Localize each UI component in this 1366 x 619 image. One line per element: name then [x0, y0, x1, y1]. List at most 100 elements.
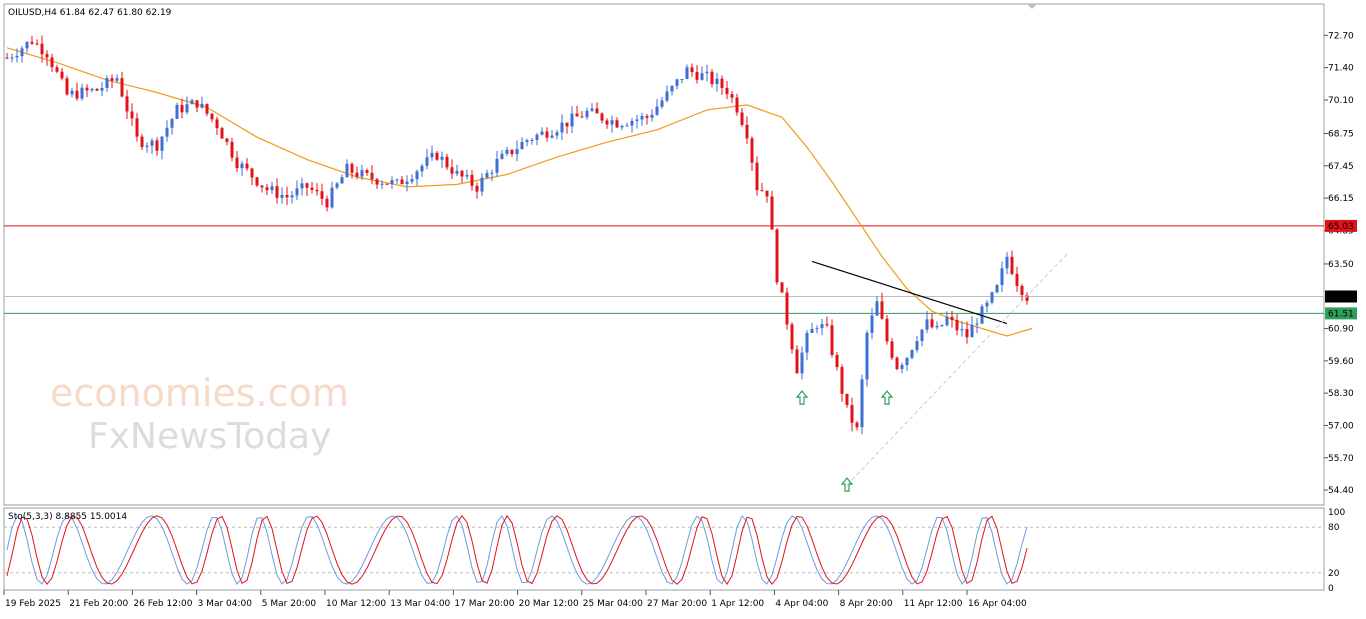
candle — [895, 356, 899, 371]
candle-body — [835, 354, 839, 368]
candle-body — [350, 163, 354, 173]
candle-body — [280, 194, 284, 198]
candle-body — [720, 78, 724, 88]
candle-body — [365, 170, 369, 173]
time-tick-label: 5 Mar 20:00 — [262, 599, 317, 609]
candle-body — [60, 71, 64, 79]
candle — [275, 178, 279, 204]
candle — [665, 85, 669, 103]
candle — [175, 102, 179, 120]
candle-body — [260, 185, 264, 188]
candle-body — [35, 43, 39, 45]
candle — [105, 75, 109, 92]
candle-body — [520, 142, 524, 150]
candle-body — [975, 323, 979, 325]
candle-body — [910, 349, 914, 358]
candle — [135, 112, 139, 142]
candle-body — [655, 106, 659, 115]
candle — [130, 103, 134, 126]
candle — [140, 133, 144, 150]
candle-body — [725, 87, 729, 95]
candle — [1020, 284, 1024, 301]
candle — [390, 176, 394, 189]
time-tick-label: 11 Apr 12:00 — [904, 599, 963, 609]
candle — [440, 151, 444, 169]
candle-body — [770, 196, 774, 230]
candle-body — [995, 285, 999, 293]
candle — [335, 182, 339, 190]
price-tick-label: 70.10 — [1328, 96, 1354, 106]
time-tick-label: 8 Apr 20:00 — [840, 599, 893, 609]
candle — [565, 122, 569, 134]
candle — [420, 163, 424, 177]
candle-body — [675, 79, 679, 86]
candle-body — [925, 319, 929, 330]
candle — [285, 186, 289, 206]
candle — [625, 122, 629, 127]
candle-body — [150, 140, 154, 146]
candle — [725, 81, 729, 100]
candle-body — [330, 187, 334, 208]
candle — [520, 137, 524, 150]
candle-body — [875, 301, 879, 316]
candle — [395, 178, 399, 184]
candle-body — [555, 132, 559, 136]
time-tick-label: 4 Apr 04:00 — [775, 599, 828, 609]
candle — [435, 150, 439, 161]
candle — [495, 150, 499, 177]
candle-body — [990, 292, 994, 303]
candle — [730, 91, 734, 104]
candle — [965, 321, 969, 344]
candle-body — [85, 87, 89, 91]
candle — [955, 314, 959, 336]
candle — [905, 356, 909, 371]
candle — [305, 182, 309, 197]
candle — [945, 311, 949, 327]
candle — [290, 191, 294, 204]
candle-body — [345, 163, 349, 178]
candle — [785, 287, 789, 330]
candle-body — [880, 301, 884, 319]
shift-marker-icon[interactable] — [1027, 4, 1037, 9]
candle — [770, 190, 774, 230]
candle-body — [935, 325, 939, 328]
price-pane — [3, 3, 1325, 506]
trend-lines[interactable] — [811, 253, 1068, 486]
candle — [195, 99, 199, 113]
candle-body — [265, 187, 269, 191]
time-tick-label: 16 Apr 04:00 — [968, 599, 1027, 609]
candle-body — [45, 54, 49, 58]
candle — [180, 98, 184, 119]
candle — [10, 53, 14, 63]
candle-body — [590, 108, 594, 111]
candle — [630, 118, 634, 133]
candle — [155, 137, 159, 156]
candle — [710, 69, 714, 88]
candle-body — [985, 302, 989, 307]
candle — [560, 114, 564, 140]
candle-body — [325, 198, 329, 208]
candle — [690, 63, 694, 77]
candle-body — [940, 325, 944, 327]
candle-body — [395, 179, 399, 181]
up-arrow-icon — [880, 390, 894, 405]
candle — [780, 282, 784, 293]
candle-body — [760, 190, 764, 192]
time-tick-label: 13 Mar 04:00 — [390, 599, 450, 609]
candle — [375, 177, 379, 189]
candle — [930, 313, 934, 329]
candle — [940, 324, 944, 328]
candle — [875, 296, 879, 316]
candle-body — [425, 157, 429, 166]
candle-body — [915, 341, 919, 350]
price-tick-label: 71.40 — [1328, 64, 1354, 74]
candle-body — [310, 187, 314, 190]
candle — [455, 164, 459, 177]
candle — [515, 140, 519, 162]
candle — [150, 138, 154, 155]
candle-body — [860, 379, 864, 428]
candle-body — [100, 87, 104, 91]
up-arrow-icon — [840, 477, 854, 492]
candle — [535, 132, 539, 146]
